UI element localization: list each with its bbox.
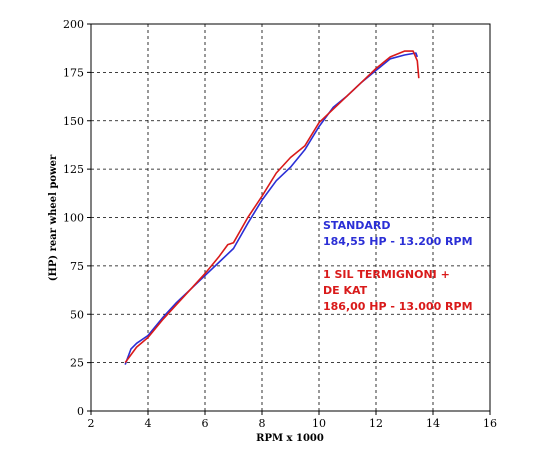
annotation-text: 1 SIL TERMIGNONI + <box>323 268 450 281</box>
x-axis-title: RPM x 1000 <box>256 433 324 444</box>
y-tick-label: 50 <box>70 308 84 321</box>
series-line-termignoni <box>124 50 420 364</box>
annotation-text: 186,00 HP - 13.000 RPM <box>323 300 473 313</box>
x-tick-label: 16 <box>483 417 497 430</box>
annotation-text: STANDARD <box>323 219 391 232</box>
series-line-standard <box>124 52 419 365</box>
x-tick-label: 6 <box>202 417 209 430</box>
annotation-text: 184,55 HP - 13.200 RPM <box>323 235 473 248</box>
y-tick-label: 100 <box>63 212 84 225</box>
y-tick-label: 200 <box>63 18 84 31</box>
x-tick-label: 10 <box>312 417 326 430</box>
x-tick-label: 12 <box>369 417 383 430</box>
x-tick-label: 4 <box>145 417 152 430</box>
y-tick-label: 75 <box>70 260 84 273</box>
y-tick-label: 175 <box>63 66 84 79</box>
axis-ticks: 2 4 6 8 10 12 14 16 0 25 50 75 100 125 150 175 200 <box>63 18 497 430</box>
series-layer <box>124 50 420 365</box>
grid-lines <box>91 24 490 411</box>
x-tick-label: 8 <box>259 417 266 430</box>
y-tick-label: 150 <box>63 115 84 128</box>
y-tick-label: 0 <box>77 405 84 418</box>
y-axis-title: (HP) rear wheel power <box>48 154 59 281</box>
y-tick-label: 125 <box>63 163 84 176</box>
x-tick-label: 14 <box>426 417 440 430</box>
annotation-text: DE KAT <box>323 284 368 297</box>
y-tick-label: 25 <box>70 357 84 370</box>
x-tick-label: 2 <box>88 417 95 430</box>
annotation-layer: STANDARD 184,55 HP - 13.200 RPM 1 SIL TERM… <box>323 219 473 313</box>
